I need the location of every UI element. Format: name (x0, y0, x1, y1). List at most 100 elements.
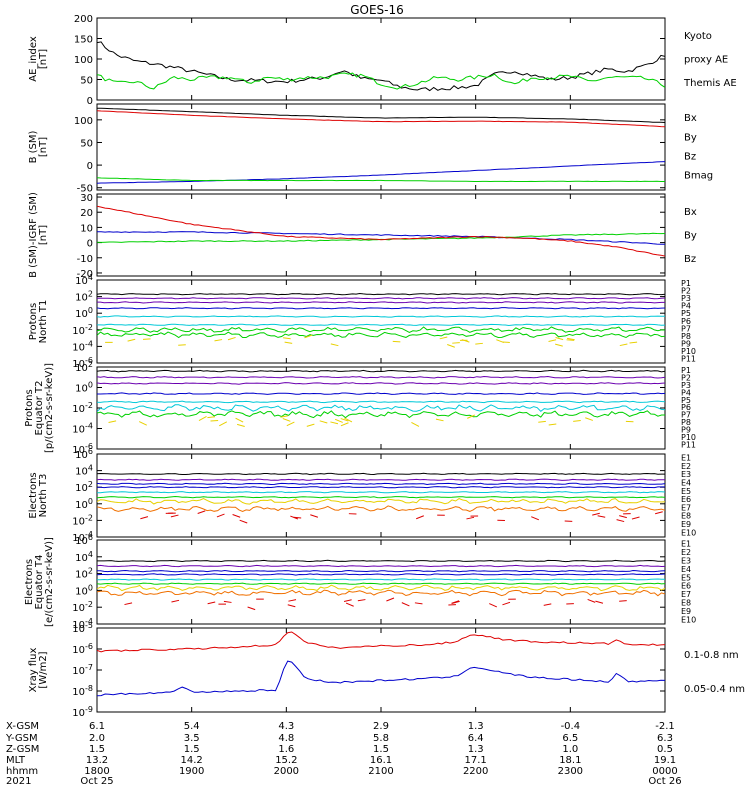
panel-frame (96, 453, 666, 538)
legend: Bx By Bz (684, 207, 697, 265)
legend-item: P1 (681, 279, 691, 288)
footer-cell: 5.8 (373, 733, 389, 744)
y-tick-label: 20 (80, 208, 93, 219)
legend-item: P9 (681, 426, 691, 435)
series-line-themis-ae (97, 41, 665, 92)
footer-cell: 2.0 (89, 733, 105, 744)
legend-item: P5 (681, 396, 691, 405)
channel-line-7 (97, 410, 665, 419)
channel-line-1 (97, 369, 665, 373)
sparse-segment (416, 515, 424, 520)
footer-cell: 0.5 (657, 744, 673, 755)
legend-item: E8 (681, 512, 691, 521)
sparse-segment (502, 601, 511, 606)
legend-item: 0.05-0.4 nm (684, 684, 745, 695)
sparse-segment (207, 601, 216, 605)
sparse-segment (290, 515, 299, 520)
y-axis-label: Protons (24, 389, 35, 426)
channel-line-3 (97, 482, 665, 486)
sparse-segment (595, 600, 604, 604)
y-tick-label: 10-6 (72, 642, 93, 656)
legend-item: E10 (681, 615, 696, 624)
y-tick-label: 10-6 (72, 442, 93, 456)
y-axis-label: AE_index (28, 36, 39, 82)
series-line-bz (97, 205, 665, 257)
footer-cell: 6.4 (468, 733, 484, 744)
sparse-segment (343, 599, 352, 603)
channel-line-5 (97, 578, 665, 581)
sparse-segment (531, 516, 540, 521)
sparse-segment (548, 339, 557, 342)
sparse-segment (280, 415, 289, 418)
channel-line-8 (97, 505, 665, 513)
y-tick-label: 104 (75, 464, 93, 478)
y-axis-label: Equator T2 (34, 381, 45, 436)
sparse-segment (284, 341, 293, 344)
legend-item: Bz (684, 151, 696, 162)
sparse-segment (219, 421, 228, 427)
legend-item: E2 (681, 462, 691, 471)
sparse-segment (475, 342, 483, 345)
y-tick-label: 102 (75, 360, 93, 374)
panel-frame (96, 17, 666, 101)
sparse-segment (223, 600, 232, 603)
y-axis-label: [nT] (38, 137, 49, 157)
sparse-segment (124, 602, 133, 606)
sparse-segment (310, 514, 319, 518)
y-tick-label: 100 (74, 116, 93, 127)
legend: Kyoto proxy AE Themis AE (683, 31, 737, 89)
footer-cell: 1.6 (278, 744, 294, 755)
panel-bigrf: -20 -10 0 10 20 30 B (SM)-IGRF (SM) [nT] Bx By Bz (28, 192, 697, 280)
legend-item: P8 (681, 418, 691, 427)
sparse-segment (282, 418, 291, 422)
footer-cell: -2.1 (655, 721, 675, 732)
legend-item: P9 (681, 339, 691, 348)
sparse-segment (467, 414, 476, 419)
series-line-bz (97, 110, 665, 128)
y-tick-label: 200 (74, 14, 93, 25)
y-tick-label: 106 (75, 533, 93, 547)
footer-cell: 1.0 (562, 744, 578, 755)
footer-cell: 1.5 (89, 744, 105, 755)
series-line-by (97, 177, 665, 183)
y-tick-label: 10-5 (72, 621, 93, 635)
legend-item: P8 (681, 332, 691, 341)
sparse-segment (597, 515, 606, 518)
channel-line-4 (97, 307, 665, 310)
series-group (97, 369, 665, 427)
panel-frame (96, 539, 666, 625)
sparse-segment (567, 337, 575, 341)
sparse-segment (573, 420, 581, 422)
legend-item: By (684, 231, 697, 242)
sparse-segment (216, 513, 225, 518)
channel-line-4 (97, 392, 665, 395)
footer-cell: 13.2 (86, 755, 108, 766)
y-tick-label: 150 (74, 35, 93, 46)
panel-elec-t4: 10-4 10-2 100 102 104 106 Electrons Equator T4[… (24, 533, 696, 631)
sparse-segment (452, 342, 460, 344)
sparse-segment (616, 519, 625, 523)
y-tick-label: 100 (75, 381, 93, 395)
y-tick-label: 0 (87, 239, 93, 250)
series-group (97, 559, 665, 611)
footer-cell: 14.2 (181, 755, 203, 766)
sparse-segment (236, 423, 245, 427)
y-tick-label: 104 (75, 550, 93, 564)
y-tick-label: 102 (75, 567, 93, 581)
footer-cell: 2300 (558, 766, 583, 777)
sparse-segment (287, 604, 296, 608)
panel-frame (96, 627, 666, 713)
legend-item: P11 (681, 441, 696, 450)
channel-line-8 (97, 589, 665, 597)
y-tick-label: 30 (80, 193, 93, 204)
sparse-segment (466, 516, 475, 520)
footer-row-label: 2021 (6, 776, 31, 787)
legend-item: E7 (681, 590, 691, 599)
legend-item: P4 (681, 388, 691, 397)
footer-cell: 2100 (368, 766, 393, 777)
legend-item: E8 (681, 599, 691, 608)
sparse-segment (197, 510, 206, 514)
footer-cell: 4.8 (278, 733, 294, 744)
